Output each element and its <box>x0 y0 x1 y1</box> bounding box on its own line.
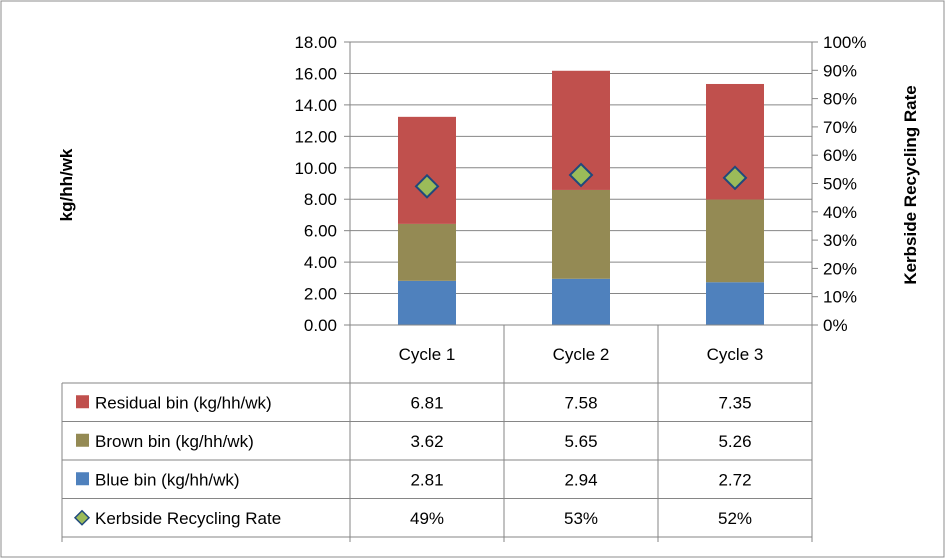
bar-segment <box>398 280 456 325</box>
y2-axis-title: Kerbside Recycling Rate <box>901 85 920 284</box>
y2-tick-label: 40% <box>823 203 857 222</box>
bar-segment <box>552 278 610 325</box>
bar-segment <box>706 282 764 325</box>
y2-tick-label: 70% <box>823 118 857 137</box>
y2-tick-label: 10% <box>823 288 857 307</box>
table-cell-value: 52% <box>718 509 752 528</box>
legend-key-swatch <box>76 433 89 447</box>
table-cell-value: 49% <box>410 509 444 528</box>
legend-key-swatch <box>76 395 89 409</box>
y-axis-title: kg/hh/wk <box>57 148 76 221</box>
y2-tick-label: 30% <box>823 231 857 250</box>
y2-tick-label: 20% <box>823 259 857 278</box>
bar-segment <box>398 116 456 224</box>
data-table: Cycle 1 Cycle 2 Cycle 3 Residual bin (kg/hh… <box>61 325 813 542</box>
bar-segment <box>706 199 764 283</box>
table-cell-value: 7.58 <box>564 393 597 412</box>
y-tick-label: 18.00 <box>294 33 337 52</box>
y-tick-label: 2.00 <box>304 285 337 304</box>
table-cell-value: 2.81 <box>410 470 443 489</box>
y-tick-label: 0.00 <box>304 316 337 335</box>
y-tick-label: 10.00 <box>294 159 337 178</box>
rate-marker <box>414 173 440 199</box>
rate-markers <box>414 162 748 199</box>
table-cell-value: 2.94 <box>564 470 597 489</box>
axes <box>344 41 818 326</box>
right-axis-ticks: 0% 10% 20% 30% 40% 50% 60% 70% 80% 90% 100% <box>823 33 866 335</box>
table-cell-value: 2.72 <box>718 470 751 489</box>
y2-tick-label: 60% <box>823 146 857 165</box>
table-row-label: Brown bin (kg/hh/wk) <box>95 432 254 451</box>
y-tick-label: 4.00 <box>304 253 337 272</box>
bar-segment <box>552 189 610 279</box>
rate-marker <box>722 165 748 191</box>
left-axis-ticks: 0.00 2.00 4.00 6.00 8.00 10.00 12.00 14.00 16.00… <box>294 33 337 335</box>
y2-tick-label: 100% <box>823 33 866 52</box>
category-label: Cycle 1 <box>399 345 456 364</box>
category-label: Cycle 2 <box>553 345 610 364</box>
table-cell-value: 53% <box>564 509 598 528</box>
bar-segment <box>398 223 456 281</box>
y2-tick-label: 0% <box>823 316 848 335</box>
y2-tick-label: 50% <box>823 175 857 194</box>
legend-key-diamond <box>73 509 91 526</box>
table-cell-value: 7.35 <box>718 393 751 412</box>
legend-key-swatch <box>76 472 89 486</box>
y2-tick-label: 80% <box>823 90 857 109</box>
table-row-label: Blue bin (kg/hh/wk) <box>95 470 240 489</box>
y-tick-label: 8.00 <box>304 190 337 209</box>
table-row-label: Kerbside Recycling Rate <box>95 509 281 528</box>
y-tick-label: 12.00 <box>294 127 337 146</box>
table-cell-value: 5.26 <box>718 432 751 451</box>
y-tick-label: 6.00 <box>304 222 337 241</box>
y-tick-label: 14.00 <box>294 96 337 115</box>
table-cell-value: 6.81 <box>410 393 443 412</box>
table-row-label: Residual bin (kg/hh/wk) <box>95 393 272 412</box>
table-cell-value: 5.65 <box>564 432 597 451</box>
table-cell-value: 3.62 <box>410 432 443 451</box>
category-label: Cycle 3 <box>707 345 764 364</box>
y-tick-label: 16.00 <box>294 64 337 83</box>
y2-tick-label: 90% <box>823 61 857 80</box>
rate-marker <box>568 162 594 188</box>
